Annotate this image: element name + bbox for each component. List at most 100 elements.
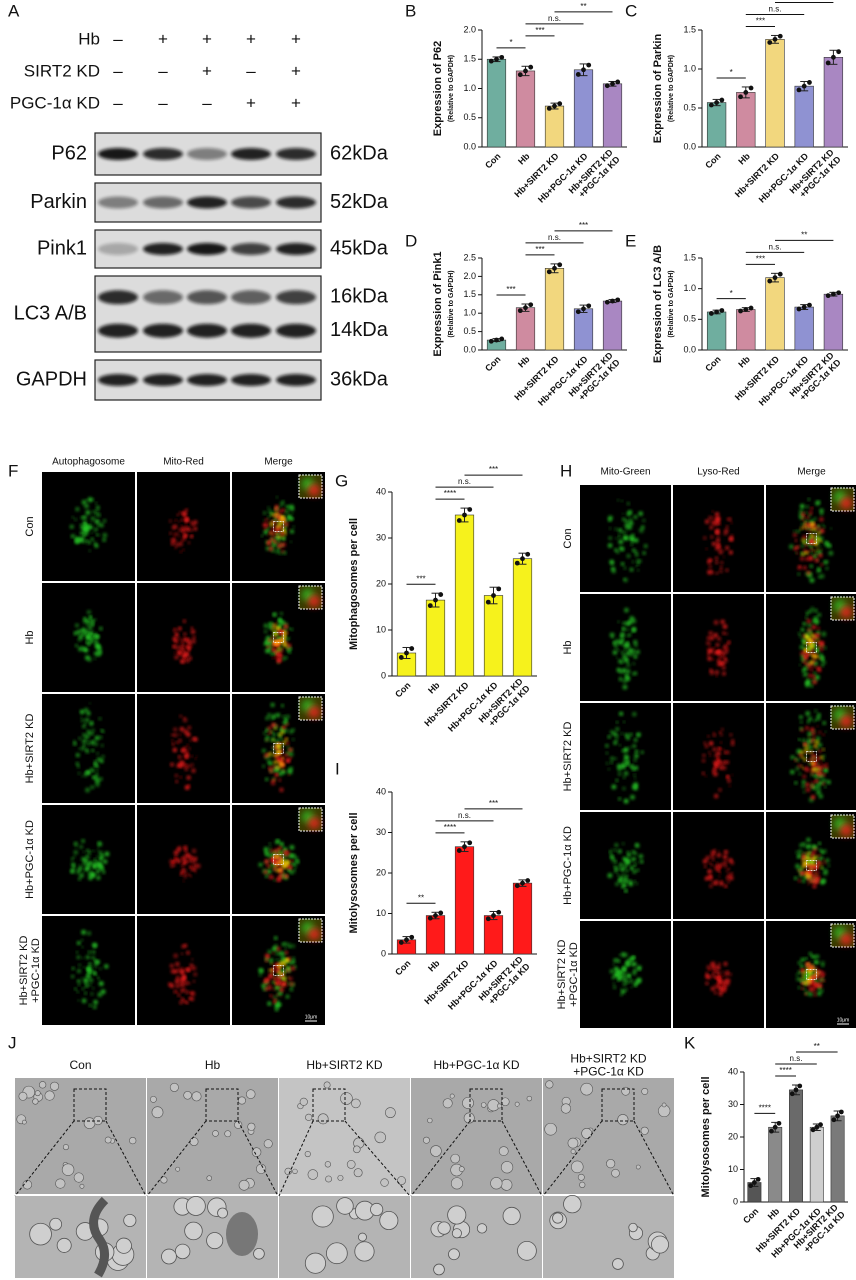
fluorescence xyxy=(721,765,727,770)
fluorescence xyxy=(721,665,726,670)
fluorescence xyxy=(76,951,79,954)
fluorescence xyxy=(634,865,637,868)
data-point xyxy=(818,1122,823,1128)
panel-letter: C xyxy=(625,1,637,20)
inset-signal xyxy=(840,715,852,727)
panel-letter: K xyxy=(684,1033,696,1052)
band xyxy=(276,196,316,209)
fluorescence xyxy=(170,969,175,974)
band xyxy=(187,374,227,386)
fluorescence xyxy=(93,1005,97,1009)
organelle xyxy=(476,1223,488,1234)
fluorescence xyxy=(635,861,638,864)
fluorescence xyxy=(806,720,810,724)
fluorescence xyxy=(276,657,281,661)
fluorescence xyxy=(817,876,821,880)
micrograph xyxy=(42,805,135,914)
fluorescence xyxy=(630,986,633,989)
fluorescence xyxy=(178,528,182,532)
fluorescence xyxy=(828,550,834,556)
organelle xyxy=(256,1163,267,1174)
fluorescence xyxy=(793,530,796,533)
bar xyxy=(602,83,623,148)
fluorescence xyxy=(811,851,816,856)
organelle xyxy=(245,1089,256,1099)
fluorescence xyxy=(722,974,725,977)
fluorescence xyxy=(631,539,635,543)
fluorescence xyxy=(804,521,807,524)
organelle xyxy=(635,1164,641,1170)
fluorescence xyxy=(624,648,627,651)
fluorescence xyxy=(271,634,275,638)
fluorescence xyxy=(181,748,185,753)
fluorescence xyxy=(275,532,278,535)
fluorescence xyxy=(273,980,276,983)
fluorescence xyxy=(723,531,728,536)
fluorescence xyxy=(794,781,798,785)
fluorescence xyxy=(634,753,639,758)
fluorescence xyxy=(281,542,286,547)
fluorescence xyxy=(812,674,816,678)
fluorescence xyxy=(806,619,811,624)
fluorescence xyxy=(75,753,80,758)
fluorescence xyxy=(278,733,282,737)
fluorescence xyxy=(288,866,292,870)
fluorescence xyxy=(77,772,81,775)
fluorescence xyxy=(281,703,284,707)
fluorescence xyxy=(807,498,811,501)
fluorescence xyxy=(77,765,80,768)
fluorescence xyxy=(707,735,710,738)
organelle xyxy=(458,1166,465,1172)
fluorescence xyxy=(816,790,821,795)
fluorescence xyxy=(173,520,176,523)
zoom-box xyxy=(205,1088,239,1122)
fluorescence xyxy=(799,978,802,981)
fluorescence xyxy=(615,537,618,540)
fluorescence xyxy=(807,628,812,633)
fluorescence xyxy=(87,636,90,640)
condition-mark: + xyxy=(158,29,168,48)
fluorescence xyxy=(173,733,177,737)
fluorescence xyxy=(174,532,179,537)
data-point xyxy=(398,655,404,660)
fluorescence xyxy=(626,621,631,626)
band xyxy=(187,196,227,209)
fluorescence xyxy=(91,532,93,534)
fluorescence xyxy=(809,976,813,980)
fluorescence xyxy=(192,966,197,971)
x-tick-label: Hb+SIRT2 KD+PGC-1α KD xyxy=(788,350,844,406)
fluorescence xyxy=(730,860,734,865)
fluorescence xyxy=(820,879,825,885)
fluorescence xyxy=(621,973,625,977)
fluorescence xyxy=(809,861,813,866)
fluorescence xyxy=(175,645,180,650)
data-point xyxy=(523,305,528,311)
fluorescence xyxy=(73,855,76,859)
band-size: 14kDa xyxy=(330,319,389,341)
fluorescence xyxy=(818,730,822,734)
fluorescence xyxy=(73,742,77,746)
fluorescence xyxy=(622,654,627,659)
fluorescence xyxy=(182,619,186,623)
x-tick-label: Hb+SIRT2 KD+PGC-1α KD xyxy=(477,676,533,732)
bar xyxy=(830,1115,845,1203)
fluorescence xyxy=(280,519,285,523)
fluorescence xyxy=(803,566,807,570)
fluorescence xyxy=(811,767,816,772)
fluorescence xyxy=(823,861,827,865)
fluorescence xyxy=(280,730,285,735)
fluorescence xyxy=(93,1000,98,1005)
fluorescence xyxy=(286,851,288,853)
fluorescence xyxy=(817,991,822,996)
organelle xyxy=(29,1222,52,1246)
fluorescence xyxy=(729,973,732,976)
organelle xyxy=(129,1136,137,1145)
fluorescence xyxy=(810,727,815,732)
fluorescence xyxy=(709,884,713,888)
fluorescence xyxy=(272,714,276,718)
fluorescence xyxy=(95,510,99,514)
significance-label: *** xyxy=(756,17,765,26)
fluorescence xyxy=(790,769,795,775)
fluorescence xyxy=(103,519,107,523)
fluorescence xyxy=(722,986,728,991)
